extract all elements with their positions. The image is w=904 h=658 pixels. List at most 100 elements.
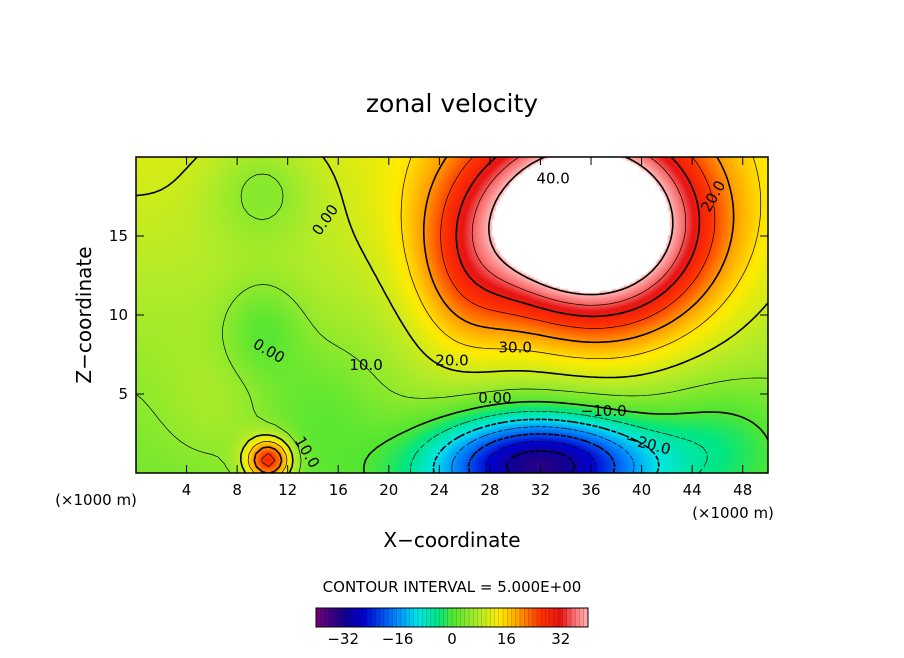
x-tick-label: 16	[329, 481, 348, 499]
colorbar-swatches	[315, 608, 589, 627]
colorbar-swatch	[443, 608, 449, 627]
y-tick-label: 10	[109, 306, 128, 324]
colorbar-swatch	[316, 608, 321, 627]
colorbar-tick-label: 16	[497, 630, 516, 648]
colorbar-swatch	[345, 608, 351, 627]
colorbar-swatch	[367, 608, 372, 627]
contour-line	[432, 418, 660, 473]
colorbar-swatch	[558, 608, 563, 627]
contour-line	[136, 173, 768, 473]
x-tick-label: 28	[480, 481, 499, 499]
colorbar-tick-label: 32	[551, 630, 570, 648]
contour-line	[247, 157, 762, 473]
contour-label: 10.0	[349, 356, 382, 374]
colorbar-swatch	[452, 608, 457, 627]
colorbar-swatch	[401, 608, 406, 627]
x-unit-left: (×1000 m)	[55, 491, 137, 509]
y-tick-label: 15	[109, 227, 128, 245]
colorbar-swatch	[575, 608, 580, 627]
contour-line	[467, 433, 616, 473]
colorbar-swatch	[571, 608, 576, 627]
colorbar-swatch	[422, 608, 427, 627]
colorbar-swatch	[392, 608, 398, 627]
velocity-heatmap-image	[136, 157, 768, 473]
colorbar-swatch	[464, 608, 470, 627]
colorbar-swatch	[511, 608, 517, 627]
colorbar-swatch	[384, 608, 389, 627]
colorbar-swatch	[418, 608, 423, 627]
colorbar-swatch	[579, 608, 585, 627]
colorbar-swatch	[532, 608, 538, 627]
x-axis-ticks: 4 8 12 16 20 24 28 32 36 40 44 48	[182, 157, 752, 499]
colorbar-frame	[315, 607, 589, 628]
y-axis-title: Z−coordinate	[72, 246, 96, 383]
contour-label: 40.0	[536, 170, 569, 188]
colorbar-swatch	[537, 608, 542, 627]
colorbar-swatch	[490, 608, 495, 627]
colorbar-swatch	[430, 608, 436, 627]
colorbar-swatch	[481, 608, 487, 627]
colorbar-swatch	[477, 608, 483, 627]
colorbar-swatch	[524, 608, 529, 627]
contour-line	[253, 157, 735, 473]
colorbar-swatch	[460, 608, 466, 627]
chart-title: zonal velocity	[366, 89, 538, 118]
x-tick-label: 4	[182, 481, 192, 499]
contour-interval-label: CONTOUR INTERVAL = 5.000E+00	[323, 578, 582, 596]
colorbar-swatch	[447, 608, 453, 627]
colorbar-swatch	[554, 608, 559, 627]
colorbar-swatch	[562, 608, 568, 627]
contour-line	[363, 400, 768, 473]
x-unit-right: (×1000 m)	[692, 504, 774, 522]
x-axis-title: X−coordinate	[383, 528, 520, 552]
colorbar-swatch	[549, 608, 555, 627]
contour-line	[136, 157, 768, 473]
colorbar-swatch	[324, 608, 330, 627]
contour-lines	[136, 157, 768, 473]
colorbar-swatch	[566, 608, 572, 627]
contour-line	[261, 157, 716, 468]
colorbar-swatch	[456, 608, 461, 627]
contour-label: 0.00	[478, 389, 511, 407]
contour-line	[485, 441, 597, 473]
colorbar-swatch	[362, 608, 368, 627]
contour-line	[471, 157, 687, 306]
colorbar-swatch	[337, 608, 342, 627]
colorbar: −32 −16 0 16 32	[315, 607, 589, 648]
colorbar-swatch	[469, 608, 474, 627]
contour-label: 30.0	[498, 339, 531, 357]
colorbar-swatch	[405, 608, 410, 627]
x-tick-label: 32	[531, 481, 550, 499]
colorbar-swatch	[358, 608, 364, 627]
contour-line	[410, 410, 708, 473]
colorbar-swatch	[503, 608, 508, 627]
colorbar-swatch	[515, 608, 521, 627]
colorbar-swatch	[375, 608, 381, 627]
x-tick-label: 24	[430, 481, 449, 499]
colorbar-swatch	[396, 608, 402, 627]
colorbar-swatch	[350, 608, 355, 627]
colorbar-swatch	[473, 608, 478, 627]
colorbar-swatch	[439, 608, 444, 627]
colorbar-swatch	[371, 608, 376, 627]
x-tick-label: 44	[683, 481, 702, 499]
colorbar-swatch	[507, 608, 512, 627]
colorbar-tick-label: −32	[327, 630, 359, 648]
contour-line	[488, 157, 674, 296]
y-tick-label: 5	[118, 385, 128, 403]
colorbar-swatch	[379, 608, 385, 627]
colorbar-tick-label: −16	[382, 630, 414, 648]
colorbar-swatch	[388, 608, 393, 627]
contour-line	[455, 157, 701, 318]
colorbar-swatch	[409, 608, 415, 627]
colorbar-swatch	[320, 608, 325, 627]
contour-label: 20.0	[435, 351, 468, 369]
colorbar-swatch	[583, 608, 589, 627]
colorbar-swatch	[354, 608, 359, 627]
colorbar-swatch	[435, 608, 440, 627]
colorbar-swatch	[528, 608, 534, 627]
x-tick-label: 20	[379, 481, 398, 499]
x-tick-label: 36	[581, 481, 600, 499]
